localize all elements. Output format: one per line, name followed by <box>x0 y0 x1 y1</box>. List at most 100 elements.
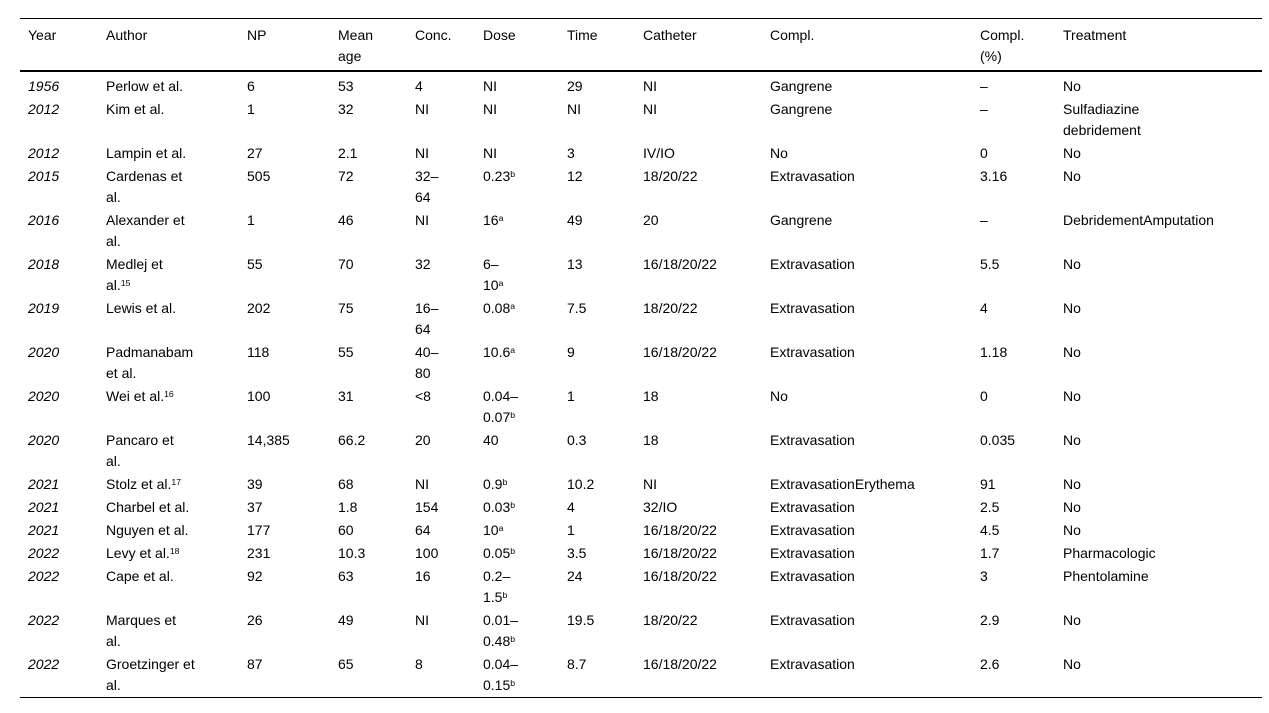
cell-conc: NI <box>415 101 429 117</box>
cell-dose: 40 <box>483 432 499 448</box>
cell-compl_pct: 1.7 <box>980 545 1000 561</box>
cell-treatment: No <box>1063 300 1081 316</box>
cell-mean_age: 10.3 <box>338 545 366 561</box>
table-row: 2020 Padmanabam et al. 118 55 40– 80 10.6a 9 16/1… <box>20 341 1262 385</box>
cell-conc: 20 <box>415 432 431 448</box>
cell-author: Nguyen et al. <box>106 522 189 538</box>
cell-time: 9 <box>567 344 575 360</box>
cell-conc: 16 <box>415 568 431 584</box>
table-row: 2018 Medlej et al.15 55 70 32 6– 10a 13 16/18/20/… <box>20 253 1262 297</box>
cell-author: Pancaro et al. <box>106 432 174 469</box>
cell-catheter: 16/18/20/22 <box>643 656 717 672</box>
cell-np: 87 <box>247 656 263 672</box>
cell-conc: 32 <box>415 256 431 272</box>
cell-np: 26 <box>247 612 263 628</box>
cell-conc: 4 <box>415 78 423 94</box>
cell-compl: Extravasation <box>770 432 855 448</box>
cell-compl_pct: 0.035 <box>980 432 1016 448</box>
cell-catheter: NI <box>643 101 657 117</box>
table-row: 2012 Kim et al. 1 32 NI NI NI NI Gangrene – Sulfad… <box>20 98 1262 142</box>
cell-author: Medlej et al.15 <box>106 256 163 293</box>
cell-compl: Extravasation <box>770 344 855 360</box>
cell-mean_age: 2.1 <box>338 145 358 161</box>
cell-mean_age: 55 <box>338 344 354 360</box>
cell-mean_age: 65 <box>338 656 354 672</box>
paper-page: Year Author NP Mean age Conc. Dose Time Catheter… <box>0 18 1269 713</box>
cell-compl: Gangrene <box>770 212 833 228</box>
table-row: 2021 Nguyen et al. 177 60 64 10a 1 16/18/20/22 E… <box>20 519 1262 542</box>
cell-np: 14,385 <box>247 432 290 448</box>
cell-time: 0.3 <box>567 432 587 448</box>
cell-treatment: No <box>1063 656 1081 672</box>
cell-time: 10.2 <box>567 476 595 492</box>
cell-compl: Extravasation <box>770 168 855 184</box>
cell-compl: Extravasation <box>770 656 855 672</box>
cell-mean_age: 75 <box>338 300 354 316</box>
cell-year: 2012 <box>28 101 60 117</box>
cell-np: 231 <box>247 545 271 561</box>
cell-time: NI <box>567 101 581 117</box>
cell-time: 3.5 <box>567 545 587 561</box>
cell-compl_pct: 3.16 <box>980 168 1008 184</box>
cell-conc: NI <box>415 145 429 161</box>
cell-treatment: No <box>1063 344 1081 360</box>
cell-np: 1 <box>247 212 255 228</box>
column-header-compl: Compl. <box>770 27 815 43</box>
cell-conc: 16– 64 <box>415 300 439 337</box>
cell-mean_age: 31 <box>338 388 354 404</box>
table-row: 2021 Stolz et al.17 39 68 NI 0.9b 10.2 NI Extrav… <box>20 473 1262 496</box>
cell-dose: NI <box>483 101 497 117</box>
cell-np: 37 <box>247 499 263 515</box>
cell-dose: 6– 10a <box>483 256 504 293</box>
cell-treatment: No <box>1063 476 1081 492</box>
table-row: 2022 Cape et al. 92 63 16 0.2– 1.5b 24 16/18/20/… <box>20 565 1262 609</box>
cell-compl_pct: 2.5 <box>980 499 1000 515</box>
cell-dose: 0.08a <box>483 300 516 316</box>
cell-mean_age: 32 <box>338 101 354 117</box>
cell-np: 177 <box>247 522 271 538</box>
table-row: 2015 Cardenas et al. 505 72 32– 64 0.23b 12 18/20… <box>20 165 1262 209</box>
cell-year: 2022 <box>28 656 60 672</box>
cell-dose: 0.03b <box>483 499 516 515</box>
cell-year: 2021 <box>28 522 60 538</box>
cell-np: 92 <box>247 568 263 584</box>
cell-year: 1956 <box>28 78 60 94</box>
cell-treatment: No <box>1063 499 1081 515</box>
cell-compl: Extravasation <box>770 300 855 316</box>
cell-mean_age: 68 <box>338 476 354 492</box>
cell-year: 2022 <box>28 568 60 584</box>
cell-catheter: 18/20/22 <box>643 612 698 628</box>
cell-np: 55 <box>247 256 263 272</box>
cell-compl_pct: 91 <box>980 476 996 492</box>
cell-catheter: NI <box>643 78 657 94</box>
cell-mean_age: 60 <box>338 522 354 538</box>
cell-compl_pct: 4 <box>980 300 988 316</box>
cell-author: Alexander et al. <box>106 212 185 249</box>
cell-catheter: 18/20/22 <box>643 300 698 316</box>
cell-time: 8.7 <box>567 656 587 672</box>
cell-mean_age: 53 <box>338 78 354 94</box>
cell-compl_pct: – <box>980 101 988 117</box>
cell-compl: Extravasation <box>770 522 855 538</box>
cell-conc: 64 <box>415 522 431 538</box>
cell-treatment: DebridementAmputation <box>1063 212 1214 228</box>
cell-compl: No <box>770 388 788 404</box>
cell-compl: Gangrene <box>770 101 833 117</box>
cell-catheter: 18 <box>643 432 659 448</box>
table-row: 2021 Charbel et al. 37 1.8 154 0.03b 4 32/IO Ext… <box>20 496 1262 519</box>
cell-author: Stolz et al.17 <box>106 476 182 492</box>
cell-author: Cape et al. <box>106 568 174 584</box>
cell-year: 2020 <box>28 388 60 404</box>
table-row: 2012 Lampin et al. 27 2.1 NI NI 3 IV/IO No 0 No <box>20 142 1262 165</box>
cell-treatment: Sulfadiazine debridement <box>1063 101 1141 138</box>
table-row: 2022 Marques et al. 26 49 NI 0.01– 0.48b 19.5 18/… <box>20 609 1262 653</box>
cell-catheter: NI <box>643 476 657 492</box>
column-header-conc: Conc. <box>415 27 452 43</box>
column-header-np: NP <box>247 27 267 43</box>
cell-compl_pct: 4.5 <box>980 522 1000 538</box>
table-body: 1956 Perlow et al. 6 53 4 NI 29 NI Gangrene – No 20… <box>20 71 1262 698</box>
cell-dose: 0.23b <box>483 168 516 184</box>
cell-treatment: Pharmacologic <box>1063 545 1156 561</box>
cell-mean_age: 72 <box>338 168 354 184</box>
cell-treatment: No <box>1063 522 1081 538</box>
